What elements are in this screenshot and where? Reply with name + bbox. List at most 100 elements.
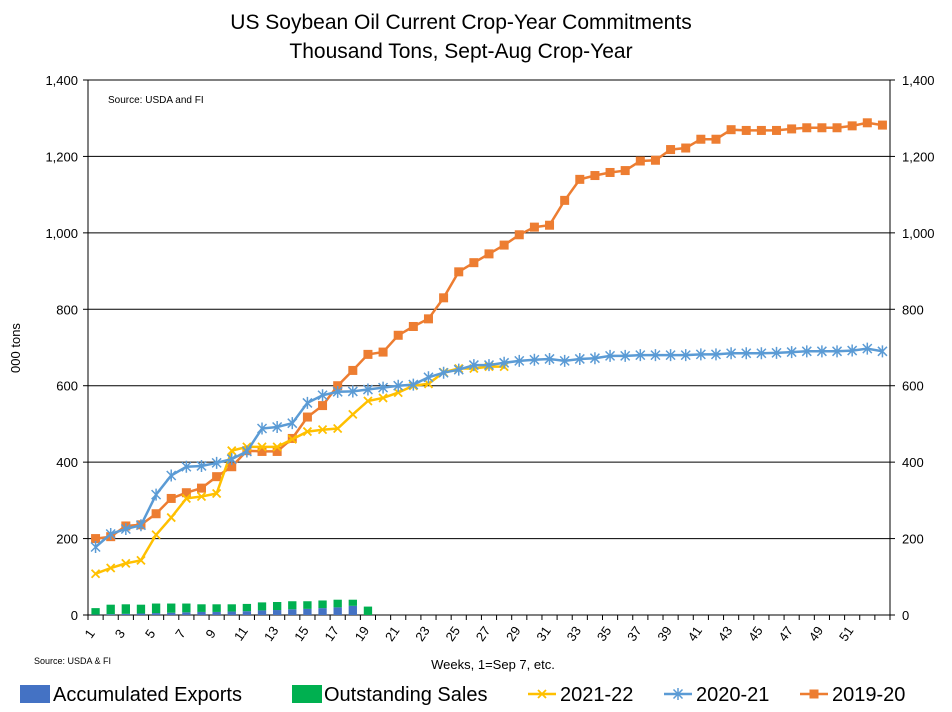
y-tick-label-left: 0 xyxy=(71,608,78,623)
bar-accumulated-exports xyxy=(333,607,342,615)
data-point xyxy=(196,459,207,472)
data-point xyxy=(181,488,191,498)
y-tick-label-left: 600 xyxy=(56,379,78,394)
data-point xyxy=(650,349,661,362)
data-point xyxy=(711,134,721,144)
chart-title-group: US Soybean Oil Current Crop-Year Commitm… xyxy=(230,11,691,63)
x-tick-label: 33 xyxy=(564,623,585,643)
data-point xyxy=(287,434,297,444)
legend-label: Outstanding Sales xyxy=(324,684,487,706)
data-point xyxy=(438,366,449,379)
data-point xyxy=(590,171,600,181)
data-point xyxy=(756,347,767,360)
data-point xyxy=(635,156,645,166)
line-series xyxy=(90,118,888,579)
data-point xyxy=(589,352,600,365)
data-point xyxy=(832,123,842,133)
bar-outstanding-sales xyxy=(136,604,146,614)
data-point xyxy=(635,349,646,362)
y-tick-label-right: 1,400 xyxy=(902,73,935,88)
source-note-bottom: Source: USDA & FI xyxy=(34,656,111,666)
legend-item: 2019-20 xyxy=(800,684,905,706)
data-point xyxy=(560,195,570,205)
data-point xyxy=(166,512,176,523)
x-tick-label: 27 xyxy=(473,623,494,643)
y-tick-label-left: 1,400 xyxy=(45,73,78,88)
chart-subtitle: Thousand Tons, Sept-Aug Crop-Year xyxy=(289,40,632,63)
x-tick-label: 25 xyxy=(442,623,463,643)
x-axis-label: Weeks, 1=Sep 7, etc. xyxy=(431,657,555,672)
data-point xyxy=(620,349,631,362)
data-point xyxy=(211,456,222,469)
x-axis: 1 3 5 7 9 11 13 15 17 19 21 23 25 27 29 31 33 35 37 39 41 43 4… xyxy=(81,615,891,644)
data-point xyxy=(620,166,630,176)
x-tick-label: 31 xyxy=(533,623,554,643)
x-tick-label: 41 xyxy=(685,623,706,643)
data-point xyxy=(408,378,419,391)
data-point xyxy=(256,422,268,435)
x-tick-label: 29 xyxy=(503,623,524,643)
data-point xyxy=(302,396,313,409)
y-tick-label-left: 400 xyxy=(56,455,78,470)
series-line xyxy=(95,365,505,575)
data-point xyxy=(877,120,887,130)
data-point xyxy=(801,345,812,358)
bar-outstanding-sales xyxy=(318,600,327,609)
data-point xyxy=(362,383,373,396)
bar-outstanding-sales xyxy=(212,604,221,612)
data-point xyxy=(91,534,101,544)
bar-accumulated-exports xyxy=(197,611,206,615)
y-tick-label-right: 1,200 xyxy=(902,149,935,164)
data-point xyxy=(847,344,858,357)
data-point xyxy=(423,314,433,324)
data-point xyxy=(423,371,434,384)
bar-accumulated-exports xyxy=(167,612,176,615)
data-point xyxy=(499,240,509,250)
data-point xyxy=(378,347,388,357)
data-point xyxy=(317,425,328,435)
data-point xyxy=(786,346,797,359)
data-point xyxy=(514,354,525,367)
legend-label: 2020-21 xyxy=(696,684,769,706)
data-point xyxy=(333,423,343,434)
x-tick-label: 11 xyxy=(231,624,251,644)
data-point xyxy=(817,123,827,133)
series-2021-22 xyxy=(90,361,509,579)
bar-accumulated-exports xyxy=(182,612,191,615)
right-axis: 0 200 400 600 800 1,000 1,200 1,400 xyxy=(890,73,935,623)
bar-accumulated-exports xyxy=(136,613,146,615)
bar-outstanding-sales xyxy=(151,603,161,614)
data-point xyxy=(272,442,282,452)
data-point xyxy=(605,167,615,177)
data-point xyxy=(196,491,207,502)
data-point xyxy=(408,321,418,331)
bar-accumulated-exports xyxy=(212,611,221,615)
bar-accumulated-exports xyxy=(272,610,282,615)
data-point xyxy=(302,412,312,422)
bar-outstanding-sales xyxy=(182,603,191,613)
bar-outstanding-sales xyxy=(363,606,373,615)
data-point xyxy=(650,155,660,165)
legend-swatch-marker xyxy=(537,689,547,699)
x-tick-label: 19 xyxy=(352,623,373,643)
data-point xyxy=(499,356,510,369)
data-point xyxy=(862,342,873,355)
bar-outstanding-sales xyxy=(91,608,100,615)
data-point xyxy=(529,353,540,366)
data-point xyxy=(423,379,434,389)
data-point xyxy=(378,381,389,394)
data-point xyxy=(816,345,827,358)
x-tick-label: 49 xyxy=(806,623,827,643)
data-point xyxy=(862,118,872,128)
data-point xyxy=(347,385,358,398)
data-point xyxy=(483,359,495,372)
data-point xyxy=(363,349,373,359)
legend-item: Outstanding Sales xyxy=(292,684,487,706)
y-tick-label-right: 800 xyxy=(902,302,924,317)
x-tick-label: 47 xyxy=(775,623,796,643)
bar-outstanding-sales xyxy=(121,604,130,614)
x-tick-label: 3 xyxy=(112,626,128,641)
x-tick-label: 9 xyxy=(202,626,218,641)
data-point xyxy=(393,387,403,398)
data-point xyxy=(454,267,464,277)
